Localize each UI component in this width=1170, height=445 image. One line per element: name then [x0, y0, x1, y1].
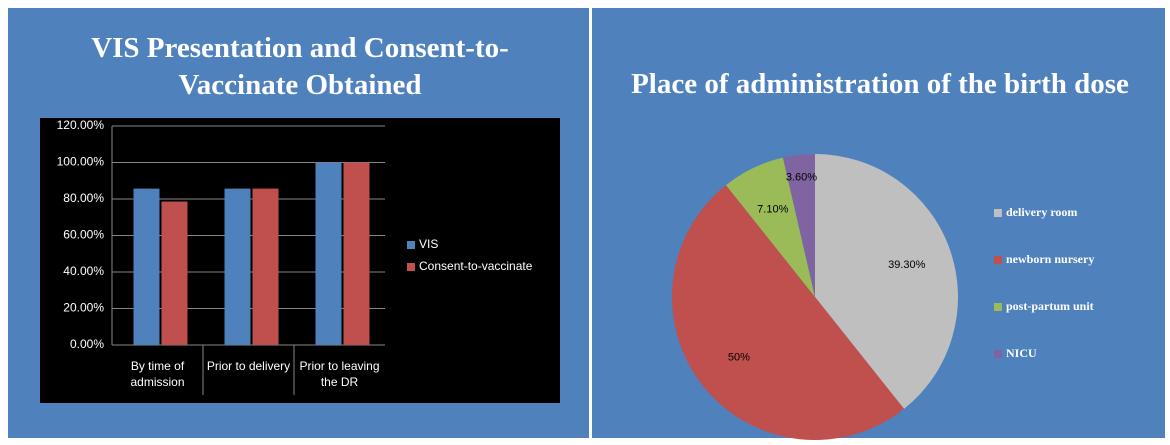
y-tick-label: 80.00% [63, 191, 104, 205]
pie-slice [725, 157, 815, 297]
legend-label: post-partum unit [1006, 299, 1094, 313]
pie-slice [815, 154, 958, 409]
legend-label: newborn nursery [1006, 252, 1094, 266]
y-tick-label: 60.00% [63, 228, 104, 242]
bar [224, 188, 251, 345]
pie-slice [782, 154, 815, 297]
legend-swatch [994, 350, 1002, 358]
pie-slice [671, 185, 905, 441]
chart-title: Place of administration of the birth dos… [631, 68, 1129, 100]
y-tick-label: 20.00% [63, 301, 104, 315]
y-tick-label: 0.00% [70, 337, 104, 351]
y-tick-label: 100.00% [57, 155, 105, 169]
data-label: 7.10% [757, 203, 788, 215]
data-label: 50% [728, 351, 750, 363]
chart-title: VIS Presentation and Consent-to-Vaccinat… [91, 32, 509, 101]
legend-swatch [407, 263, 415, 271]
legend-label: Consent-to-vaccinate [419, 259, 533, 273]
bar [315, 162, 342, 345]
legend-label: NICU [1006, 346, 1037, 360]
y-tick-label: 40.00% [63, 264, 104, 278]
legend-label: VIS [419, 237, 438, 251]
bar [343, 162, 370, 345]
bar [252, 188, 279, 345]
bar [161, 201, 188, 345]
data-label: 3.60% [786, 172, 817, 184]
legend-swatch [994, 209, 1002, 217]
bar [133, 188, 160, 345]
chart-area [40, 118, 560, 403]
legend-swatch [994, 256, 1002, 264]
x-tick-label: By time of admission [130, 359, 185, 389]
y-tick-label: 120.00% [57, 118, 105, 132]
legend-swatch [994, 303, 1002, 311]
x-tick-label: Prior to leaving the DR [299, 359, 380, 389]
x-tick-label: Prior to delivery [206, 359, 291, 373]
data-label: 39.30% [888, 259, 926, 271]
legend-label: delivery room [1006, 205, 1077, 219]
legend-swatch [407, 241, 415, 249]
